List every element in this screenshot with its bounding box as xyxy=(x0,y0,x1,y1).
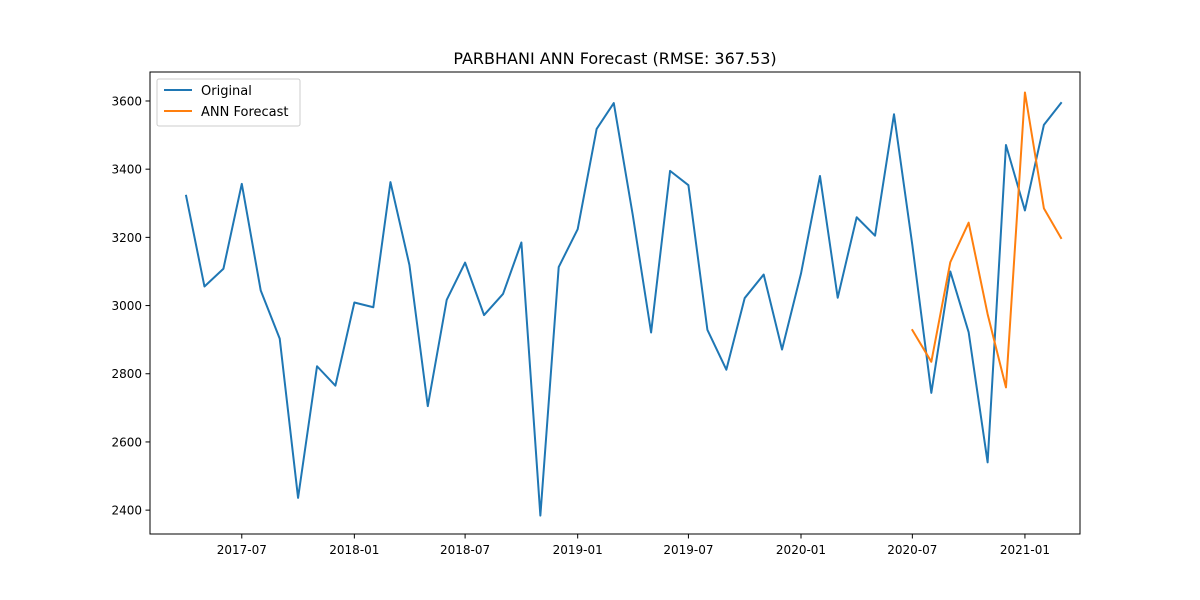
axes-frame xyxy=(149,71,1081,535)
x-tick-label: 2018-07 xyxy=(440,543,490,557)
y-tick-label: 3400 xyxy=(111,163,142,177)
x-axis: 2017-07 2018-01 2018-07 2019-01 2019-07 2020-… xyxy=(217,534,1050,557)
series-layer xyxy=(184,91,1063,517)
y-tick-label: 3200 xyxy=(111,231,142,245)
legend-label-original: Original xyxy=(201,84,252,99)
y-axis: 2400 2600 2800 3000 3200 3400 3600 xyxy=(111,94,150,518)
x-tick-label: 2020-07 xyxy=(887,543,937,557)
y-tick-label: 2600 xyxy=(111,435,142,449)
y-tick-label: 2400 xyxy=(111,504,142,518)
series-line-original xyxy=(184,101,1063,517)
y-tick-label: 3000 xyxy=(111,299,142,313)
legend-box xyxy=(156,78,301,127)
x-tick-label: 2018-01 xyxy=(329,543,379,557)
legend: Original ANN Forecast xyxy=(156,78,301,127)
series-line-ann-forecast xyxy=(910,91,1063,389)
x-tick-label: 2017-07 xyxy=(217,543,267,557)
plot-area xyxy=(149,71,1081,535)
x-tick-label: 2021-01 xyxy=(1000,543,1050,557)
legend-label-ann-forecast: ANN Forecast xyxy=(201,105,288,120)
x-tick-label: 2019-01 xyxy=(553,543,603,557)
x-tick-label: 2020-01 xyxy=(776,543,826,557)
chart-title: PARBHANI ANN Forecast (RMSE: 367.53) xyxy=(453,49,776,68)
y-tick-label: 3600 xyxy=(111,94,142,108)
x-tick-label: 2019-07 xyxy=(663,543,713,557)
y-tick-label: 2800 xyxy=(111,367,142,381)
